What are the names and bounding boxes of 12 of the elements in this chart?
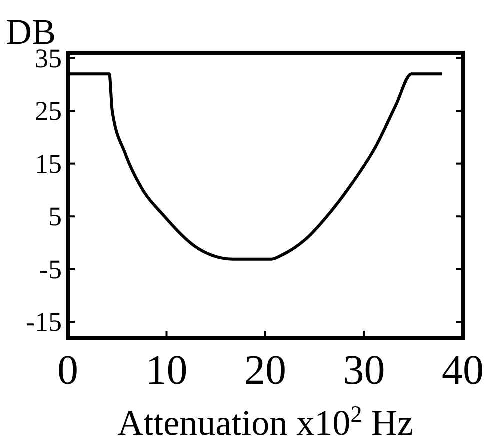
y-tick-label: 15	[35, 148, 62, 179]
y-tick-label: 25	[35, 96, 62, 126]
x-tick-label: 0	[58, 348, 78, 394]
x-axis-title: Attenuation x10$^{2}$ Hz	[118, 402, 414, 443]
y-tick-label: 5	[48, 202, 62, 232]
y-tick-label: -5	[40, 254, 62, 284]
x-tick-label: 10	[146, 348, 188, 394]
x-tick-label: 40	[442, 348, 484, 394]
x-tick-label: 20	[244, 348, 286, 394]
y-tick-label: 35	[35, 43, 62, 74]
x-tick-label: 30	[343, 348, 386, 394]
y-tick-label: -15	[26, 307, 62, 338]
